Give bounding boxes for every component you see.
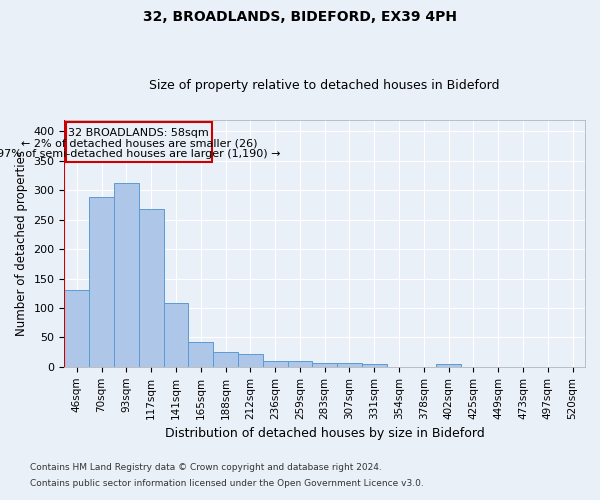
Text: ← 2% of detached houses are smaller (26): ← 2% of detached houses are smaller (26) — [20, 138, 257, 148]
Bar — [313, 362, 337, 367]
Text: 32, BROADLANDS, BIDEFORD, EX39 4PH: 32, BROADLANDS, BIDEFORD, EX39 4PH — [143, 10, 457, 24]
Bar — [436, 364, 461, 367]
Bar — [362, 364, 386, 367]
Text: Contains public sector information licensed under the Open Government Licence v3: Contains public sector information licen… — [30, 478, 424, 488]
Bar — [238, 354, 263, 367]
Y-axis label: Number of detached properties: Number of detached properties — [15, 150, 28, 336]
Bar — [337, 362, 362, 367]
Bar — [114, 182, 139, 367]
Bar — [89, 198, 114, 367]
Bar — [263, 361, 287, 367]
Text: 97% of semi-detached houses are larger (1,190) →: 97% of semi-detached houses are larger (… — [0, 149, 281, 159]
FancyBboxPatch shape — [65, 122, 212, 162]
Bar — [287, 361, 313, 367]
Text: 32 BROADLANDS: 58sqm: 32 BROADLANDS: 58sqm — [68, 128, 209, 138]
Bar — [188, 342, 213, 367]
Bar — [213, 352, 238, 367]
Bar — [164, 303, 188, 367]
Text: Contains HM Land Registry data © Crown copyright and database right 2024.: Contains HM Land Registry data © Crown c… — [30, 464, 382, 472]
Bar — [64, 290, 89, 367]
Title: Size of property relative to detached houses in Bideford: Size of property relative to detached ho… — [149, 79, 500, 92]
Bar — [139, 209, 164, 367]
X-axis label: Distribution of detached houses by size in Bideford: Distribution of detached houses by size … — [165, 427, 485, 440]
